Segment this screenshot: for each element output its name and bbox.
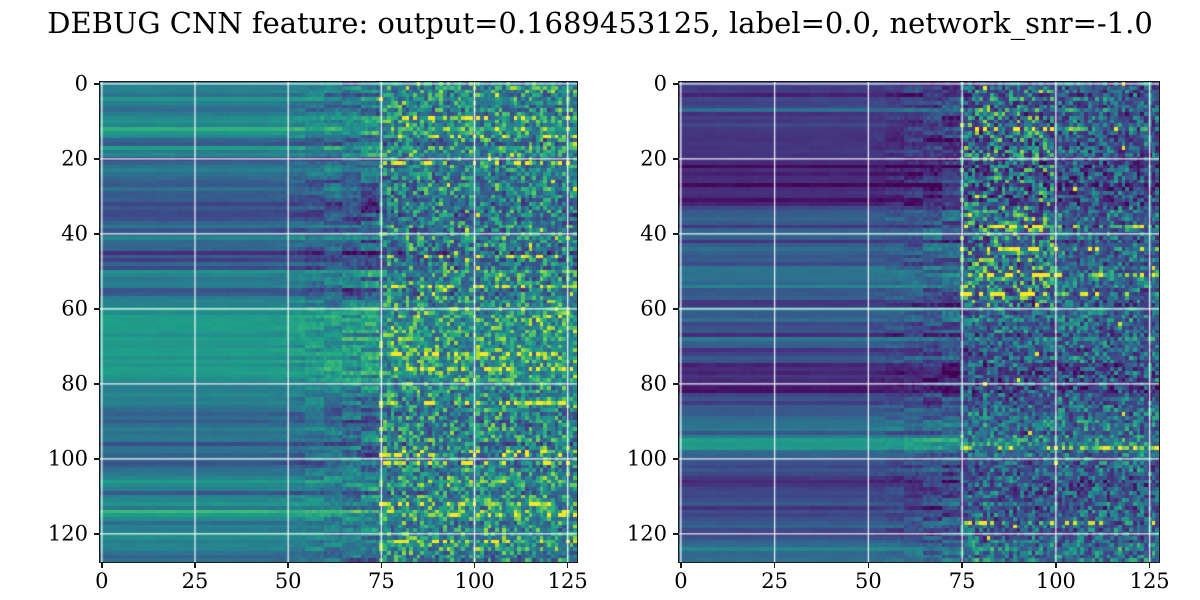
y-tick-label: 120 — [626, 521, 667, 546]
y-tick-label: 120 — [47, 521, 88, 546]
x-tick-mark — [1148, 562, 1151, 568]
x-tick-label: 75 — [948, 569, 976, 593]
y-tick-label: 40 — [61, 221, 88, 246]
x-tick-label: 75 — [367, 569, 395, 593]
heatmap-panel-right: 0 20 40 60 80 100 120 0 25 50 75 100 125 — [627, 73, 1170, 592]
x-tick-mark — [961, 562, 963, 568]
heatmap-panel-left: 0 20 40 60 80 100 120 0 25 50 75 100 125 — [48, 73, 588, 592]
y-tick-label: 0 — [653, 71, 667, 96]
y-tick-mark — [673, 233, 679, 235]
x-tick-mark — [287, 562, 289, 568]
x-tick-mark — [773, 562, 776, 568]
y-tick-label: 0 — [74, 71, 88, 96]
x-tick-mark — [101, 562, 103, 568]
y-tick-mark — [94, 233, 100, 235]
x-tick-label: 25 — [181, 569, 209, 593]
figure-title: DEBUG CNN feature: output=0.1689453125, … — [47, 6, 1153, 40]
y-tick-label: 100 — [47, 446, 88, 471]
x-tick-label: 100 — [1035, 569, 1076, 593]
x-tick-mark — [194, 562, 196, 568]
x-tick-mark — [867, 562, 870, 568]
y-tick-label: 60 — [640, 296, 667, 321]
x-tick-mark — [380, 562, 383, 568]
x-tick-mark — [1055, 562, 1057, 568]
y-tick-mark — [673, 158, 679, 160]
x-tick-label: 100 — [454, 569, 495, 593]
x-tick-mark — [566, 562, 569, 568]
x-tick-label: 50 — [855, 569, 882, 593]
x-tick-mark — [473, 562, 476, 568]
y-tick-label: 40 — [640, 221, 667, 246]
x-tick-label: 125 — [1129, 569, 1170, 593]
y-tick-mark — [673, 383, 679, 385]
x-tick-label: 25 — [761, 569, 788, 593]
y-tick-mark — [673, 458, 679, 460]
y-tick-label: 80 — [61, 371, 88, 396]
heatmap-canvas-right — [679, 82, 1159, 562]
x-tick-label: 50 — [274, 569, 302, 593]
y-tick-mark — [94, 458, 100, 460]
y-tick-mark — [673, 533, 679, 535]
y-tick-mark — [673, 83, 679, 85]
x-tick-label: 125 — [547, 569, 588, 593]
y-tick-mark — [94, 83, 100, 85]
heatmap-canvas-left — [100, 82, 577, 562]
y-tick-label: 80 — [640, 371, 667, 396]
y-tick-label: 20 — [61, 146, 88, 171]
y-tick-mark — [94, 383, 100, 385]
y-tick-label: 60 — [61, 296, 88, 321]
y-tick-mark — [94, 308, 100, 310]
y-tick-mark — [94, 158, 100, 160]
x-tick-label: 0 — [95, 569, 109, 593]
y-tick-mark — [673, 308, 679, 310]
x-tick-label: 0 — [674, 569, 688, 593]
y-tick-label: 100 — [626, 446, 667, 471]
x-tick-mark — [680, 562, 682, 568]
y-tick-mark — [94, 533, 100, 535]
y-tick-label: 20 — [640, 146, 667, 171]
